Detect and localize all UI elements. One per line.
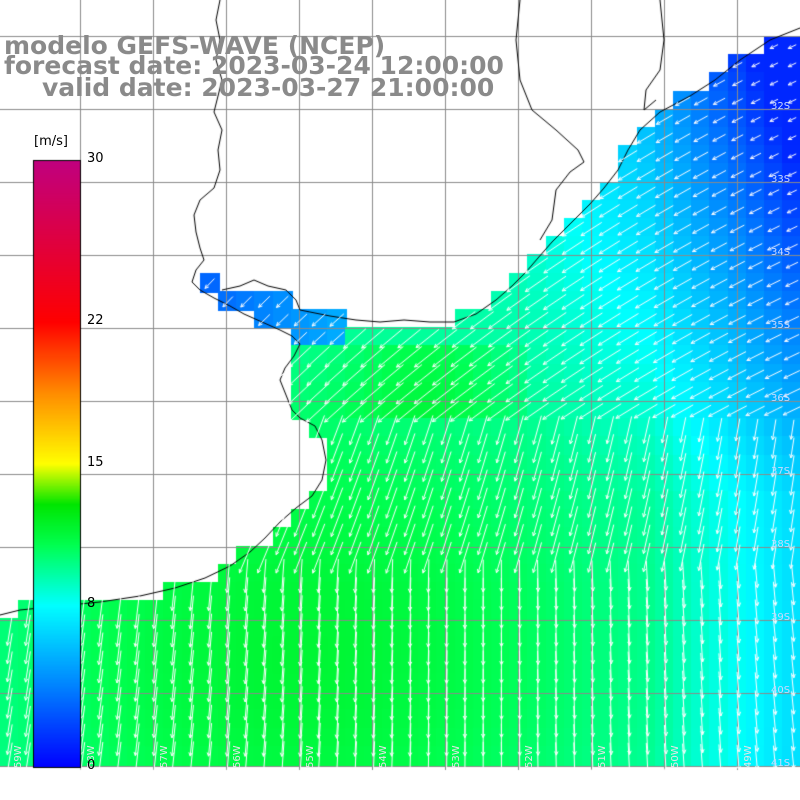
longitude-label: 57W <box>159 745 170 768</box>
colorbar-tick-label: 8 <box>87 596 96 612</box>
colorbar-tick-label: 30 <box>87 151 104 166</box>
latitude-label: 40S <box>771 685 791 696</box>
colorbar-tick-label: 15 <box>87 454 104 470</box>
latitude-label: 34S <box>771 247 791 258</box>
longitude-label: 52W <box>524 745 535 768</box>
longitude-label: 49W <box>743 745 754 768</box>
latitude-label: 32S <box>771 101 791 112</box>
longitude-label: 51W <box>597 745 608 768</box>
longitude-label: 59W <box>13 745 24 768</box>
latitude-label: 39S <box>771 612 791 623</box>
colorbar-tick-label: 0 <box>87 758 96 773</box>
latitude-label: 35S <box>771 320 791 331</box>
latitude-label: 41S <box>771 758 791 769</box>
colorbar-unit: [m/s] <box>34 134 68 149</box>
colorbar-tick-label: 22 <box>87 312 104 328</box>
latitude-label: 38S <box>771 539 791 550</box>
longitude-label: 50W <box>670 745 681 768</box>
latitude-label: 33S <box>771 174 791 185</box>
model-title: modelo GEFS-WAVE (NCEP) <box>4 31 386 60</box>
longitude-label: 54W <box>378 745 389 768</box>
longitude-label: 53W <box>451 745 462 768</box>
latitude-label: 37S <box>771 466 791 477</box>
longitude-label: 55W <box>305 745 316 768</box>
forecast-date: forecast date: 2023-03-24 12:00:00 <box>4 51 504 80</box>
latitude-label: 36S <box>771 393 791 404</box>
longitude-label: 56W <box>232 745 243 768</box>
valid-date: valid date: 2023-03-27 21:00:00 <box>42 73 495 102</box>
